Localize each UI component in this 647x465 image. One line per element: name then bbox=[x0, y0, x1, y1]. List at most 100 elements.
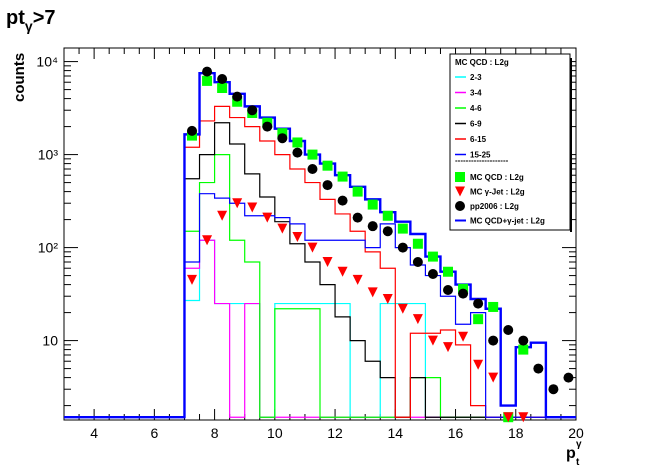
marker-square bbox=[202, 75, 213, 86]
x-tick-label: 8 bbox=[211, 425, 219, 441]
marker-triangle bbox=[473, 359, 484, 370]
marker-circle bbox=[488, 335, 499, 346]
marker-circle bbox=[292, 147, 303, 158]
legend: MC QCD : L2g 2-3 3-4 4-6 6-9 6-15 15-25 -----… bbox=[449, 53, 572, 232]
marker-circle bbox=[322, 180, 333, 191]
legend-marker-label: pp2006 : L2g bbox=[470, 202, 519, 211]
marker-square bbox=[427, 251, 438, 262]
marker-triangle bbox=[292, 231, 303, 242]
marker-circle bbox=[382, 226, 393, 237]
legend-label: 6-9 bbox=[470, 120, 482, 129]
marker-circle bbox=[518, 335, 529, 346]
marker-square bbox=[518, 344, 529, 355]
marker-circle bbox=[277, 133, 288, 144]
marker-triangle bbox=[488, 372, 499, 383]
chart-title: ptγ>7 bbox=[6, 7, 56, 34]
marker-triangle bbox=[262, 212, 273, 223]
legend-marker-circle bbox=[455, 201, 465, 211]
marker-circle bbox=[458, 288, 469, 299]
legend-header: MC QCD : L2g bbox=[455, 58, 509, 67]
y-tick-label: 10³ bbox=[38, 147, 59, 163]
marker-circle bbox=[187, 125, 197, 136]
x-axis-label-sup: γ bbox=[576, 439, 582, 450]
y-tick-label: 10 bbox=[42, 333, 58, 349]
marker-circle bbox=[367, 221, 378, 232]
legend-marker-square bbox=[455, 172, 465, 182]
marker-square bbox=[277, 128, 288, 139]
legend-markers: MC QCD : L2g MC γ-Jet : L2g pp2006 : L2g MC… bbox=[455, 172, 545, 226]
marker-circle bbox=[352, 212, 363, 223]
marker-circle bbox=[232, 91, 243, 102]
legend-shadow bbox=[570, 58, 572, 232]
marker-triangle bbox=[443, 342, 453, 353]
marker-circle bbox=[337, 195, 348, 206]
marker-square bbox=[232, 96, 243, 107]
x-tick-label: 16 bbox=[448, 425, 464, 441]
marker-triangle bbox=[337, 266, 348, 277]
x-tick-label: 20 bbox=[568, 425, 584, 441]
marker-square bbox=[443, 266, 453, 277]
marker-circle bbox=[443, 284, 453, 295]
legend-marker-label: MC QCD+γ-jet : L2g bbox=[470, 217, 545, 226]
marker-circle bbox=[217, 73, 228, 84]
marker-triangle bbox=[367, 287, 378, 298]
marker-circle bbox=[473, 298, 484, 309]
x-tick-label: 4 bbox=[90, 425, 98, 441]
marker-circle bbox=[503, 324, 514, 335]
legend-separator: -------------------- bbox=[455, 156, 509, 165]
marker-circle bbox=[262, 121, 273, 132]
x-tick-label: 18 bbox=[508, 425, 524, 441]
marker-square bbox=[352, 186, 363, 197]
marker-triangle bbox=[427, 335, 438, 346]
marker-triangle bbox=[217, 210, 228, 221]
legend-marker-triangle bbox=[455, 186, 465, 197]
marker-circle bbox=[548, 384, 559, 395]
marker-square bbox=[382, 210, 393, 221]
marker-triangle bbox=[412, 314, 423, 325]
marker-triangle bbox=[397, 303, 408, 314]
marker-square bbox=[307, 149, 318, 160]
marker-triangle bbox=[518, 412, 529, 423]
marker-square bbox=[217, 83, 228, 94]
marker-square bbox=[292, 137, 303, 148]
y-axis-label: counts bbox=[11, 53, 28, 102]
marker-triangle bbox=[307, 242, 318, 253]
marker-square bbox=[412, 238, 423, 249]
marker-triangle bbox=[202, 235, 213, 246]
legend-label: 2-3 bbox=[470, 73, 482, 82]
marker-circle bbox=[307, 163, 318, 174]
y-tick-label: 10² bbox=[38, 240, 59, 256]
legend-entries: 2-3 3-4 4-6 6-9 6-15 15-25 bbox=[455, 73, 491, 160]
marker-circle bbox=[412, 256, 423, 267]
marker-triangle bbox=[458, 331, 469, 342]
axes: 4 6 8 10 12 14 16 18 20 10 10² 10³ 10⁴ bbox=[36, 48, 584, 441]
legend-box bbox=[449, 53, 571, 231]
x-tick-label: 6 bbox=[150, 425, 158, 441]
y-tick-label: 10⁴ bbox=[36, 54, 58, 70]
marker-triangle bbox=[382, 294, 393, 305]
marker-circle bbox=[427, 269, 438, 280]
marker-square bbox=[322, 160, 333, 171]
marker-triangle bbox=[277, 223, 288, 234]
marker-circle bbox=[247, 105, 258, 116]
marker-circle bbox=[563, 372, 574, 383]
legend-marker-label: MC γ-Jet : L2g bbox=[470, 188, 525, 197]
marker-circle bbox=[397, 242, 408, 253]
marker-circle bbox=[202, 66, 213, 77]
marker-square bbox=[367, 199, 378, 210]
marker-square bbox=[397, 223, 408, 234]
x-tick-label: 14 bbox=[388, 425, 404, 441]
legend-label: 6-15 bbox=[470, 135, 487, 144]
x-tick-label: 10 bbox=[267, 425, 283, 441]
marker-square bbox=[337, 171, 348, 182]
legend-label: 15-25 bbox=[470, 151, 491, 160]
x-tick-label: 12 bbox=[327, 425, 343, 441]
marker-circle bbox=[533, 363, 544, 374]
x-axis-label: p bbox=[566, 445, 576, 462]
marker-square bbox=[488, 301, 499, 312]
marker-triangle bbox=[352, 274, 363, 285]
legend-marker-label: MC QCD : L2g bbox=[470, 173, 524, 182]
marker-triangle bbox=[247, 202, 258, 213]
marker-triangle bbox=[187, 274, 197, 285]
